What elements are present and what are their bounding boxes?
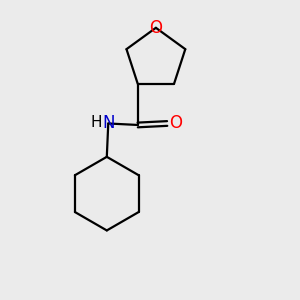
Text: H: H: [90, 115, 102, 130]
Text: N: N: [102, 115, 115, 133]
Text: O: O: [169, 115, 182, 133]
Text: O: O: [149, 19, 162, 37]
